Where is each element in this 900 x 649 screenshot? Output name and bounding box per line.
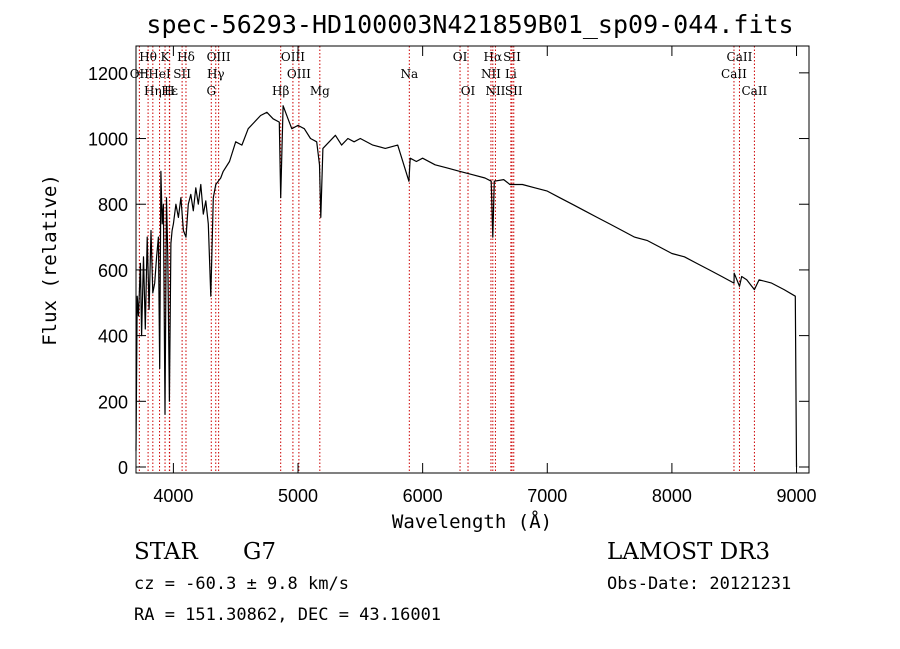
chart-title: spec-56293-HD100003N421859B01_sp09-044.f… — [146, 10, 793, 39]
redshift-text: cz = -60.3 ± 9.8 km/s — [134, 574, 349, 594]
marker-label-8: H — [164, 84, 174, 98]
y-tick-label-1: 200 — [98, 392, 128, 412]
marker-label-12: OIII — [281, 50, 305, 64]
marker-label-21: NII — [485, 84, 505, 98]
marker-label-27: CaII — [741, 84, 767, 98]
marker-label-22: SII — [503, 50, 521, 64]
spectrum-line — [135, 105, 798, 468]
marker-label-14: Hβ — [272, 84, 289, 98]
marker-label-5: Hε — [161, 84, 178, 98]
object-class: STAR — [134, 539, 198, 565]
marker-label-10: Hγ — [207, 67, 225, 81]
y-tick-label-6: 1200 — [88, 64, 128, 84]
marker-label-2: Hη — [144, 84, 162, 98]
object-subclass: G7 — [243, 539, 276, 565]
marker-label-24: SII — [505, 84, 523, 98]
coordinates-text: RA = 151.30862, DEC = 43.16001 — [134, 605, 441, 625]
marker-label-18: OI — [461, 84, 476, 98]
marker-label-25: CaII — [727, 50, 753, 64]
y-axis: 0 200 400 600 800 1000 1200 — [88, 64, 809, 478]
x-axis: 4000 5000 6000 7000 8000 9000 — [153, 46, 817, 506]
y-axis-title: Flux (relative) — [39, 174, 61, 346]
marker-label-0: Hθ — [139, 50, 157, 64]
marker-label-17: OI — [453, 50, 468, 64]
marker-label-23: Li — [505, 67, 517, 81]
y-tick-label-3: 600 — [98, 261, 128, 281]
marker-label-13: OIII — [287, 67, 311, 81]
y-tick-label-2: 400 — [98, 327, 128, 347]
marker-label-9: OIII — [207, 50, 231, 64]
marker-label-26: CaII — [721, 67, 747, 81]
x-tick-label-5: 9000 — [777, 486, 817, 506]
marker-label-6: Hδ — [177, 50, 195, 64]
spectral-line-markers: Hθ OII Hη K HeI Hε Hδ SII H OIII Hγ G OIII OIII Hβ Mg Na… — [130, 46, 768, 473]
obs-date: Obs-Date: 20121231 — [607, 574, 791, 594]
spectrum-series — [135, 105, 798, 468]
marker-label-3: K — [161, 50, 171, 64]
x-tick-label-2: 6000 — [403, 486, 443, 506]
marker-label-7: SII — [173, 67, 191, 81]
marker-label-1: OII — [130, 67, 150, 81]
marker-label-15: Mg — [310, 84, 330, 98]
x-tick-label-3: 7000 — [527, 486, 567, 506]
y-tick-label-0: 0 — [118, 458, 128, 478]
survey-label: LAMOST DR3 — [607, 539, 770, 565]
marker-label-19: Hα — [484, 50, 503, 64]
marker-label-16: Na — [400, 67, 418, 81]
x-axis-title: Wavelength (Å) — [392, 510, 552, 533]
marker-label-4: HeI — [148, 67, 171, 81]
x-tick-label-1: 5000 — [278, 486, 318, 506]
x-tick-label-4: 8000 — [652, 486, 692, 506]
x-tick-label-0: 4000 — [153, 486, 193, 506]
marker-label-20: NII — [481, 67, 501, 81]
plot-frame — [135, 45, 810, 474]
marker-label-11: G — [206, 84, 216, 98]
y-tick-label-4: 800 — [98, 195, 128, 215]
y-tick-label-5: 1000 — [88, 130, 128, 150]
